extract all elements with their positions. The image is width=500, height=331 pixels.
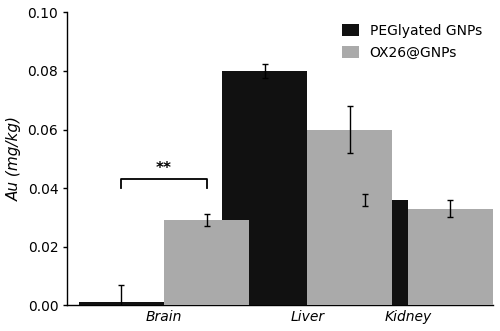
Bar	[79, 302, 164, 305]
Text: **: **	[156, 162, 172, 176]
Legend: PEGlyated GNPs, OX26@GNPs: PEGlyated GNPs, OX26@GNPs	[338, 20, 486, 64]
Bar	[322, 200, 408, 305]
Bar	[164, 220, 249, 305]
Bar	[308, 129, 392, 305]
Bar	[222, 71, 308, 305]
Y-axis label: Au (mg/kg): Au (mg/kg)	[7, 116, 22, 201]
Bar	[408, 209, 493, 305]
